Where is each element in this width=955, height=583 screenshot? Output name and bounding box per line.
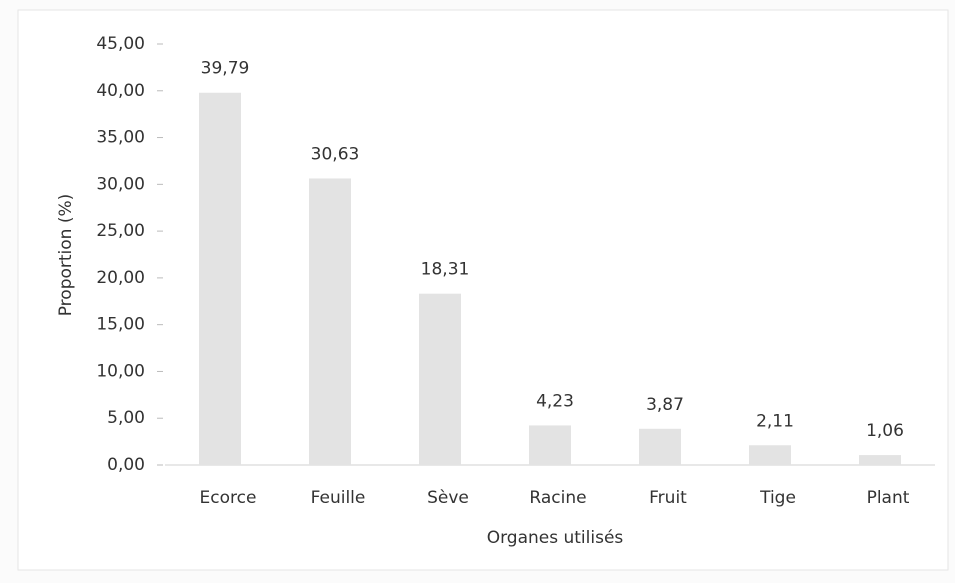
bar	[419, 293, 461, 465]
x-tick-label: Racine	[529, 488, 586, 508]
bar	[749, 445, 791, 465]
bar	[859, 455, 901, 465]
x-tick-label: Sève	[427, 488, 469, 508]
y-tick-label: 15,00	[96, 315, 145, 335]
x-tick-label: Feuille	[311, 488, 366, 508]
data-label: 2,11	[756, 411, 794, 431]
y-tick-label: 20,00	[96, 268, 145, 288]
chart-frame	[17, 9, 949, 571]
data-label: 4,23	[536, 391, 574, 411]
y-tick-label: 30,00	[96, 174, 145, 194]
data-label: 39,79	[201, 59, 250, 79]
bar	[309, 178, 351, 465]
y-axis-title: Proportion (%)	[56, 194, 76, 317]
data-label: 3,87	[646, 395, 684, 415]
bar	[529, 425, 571, 465]
data-label: 18,31	[421, 260, 470, 280]
y-tick-label: 35,00	[96, 128, 145, 148]
y-tick-label: 5,00	[107, 408, 145, 428]
x-tick-label: Ecorce	[200, 488, 257, 508]
bar	[639, 428, 681, 465]
y-tick-label: 0,00	[107, 455, 145, 475]
x-tick-label: Plant	[867, 488, 910, 508]
y-tick-label: 40,00	[96, 81, 145, 101]
x-tick-label: Tige	[759, 488, 796, 508]
y-tick-label: 10,00	[96, 361, 145, 381]
y-tick-label: 25,00	[96, 221, 145, 241]
y-tick-label: 45,00	[96, 34, 145, 54]
data-label: 30,63	[311, 144, 360, 164]
data-label: 1,06	[866, 421, 904, 441]
x-axis-title: Organes utilisés	[487, 528, 624, 548]
bar	[199, 92, 241, 466]
x-tick-label: Fruit	[649, 488, 687, 508]
